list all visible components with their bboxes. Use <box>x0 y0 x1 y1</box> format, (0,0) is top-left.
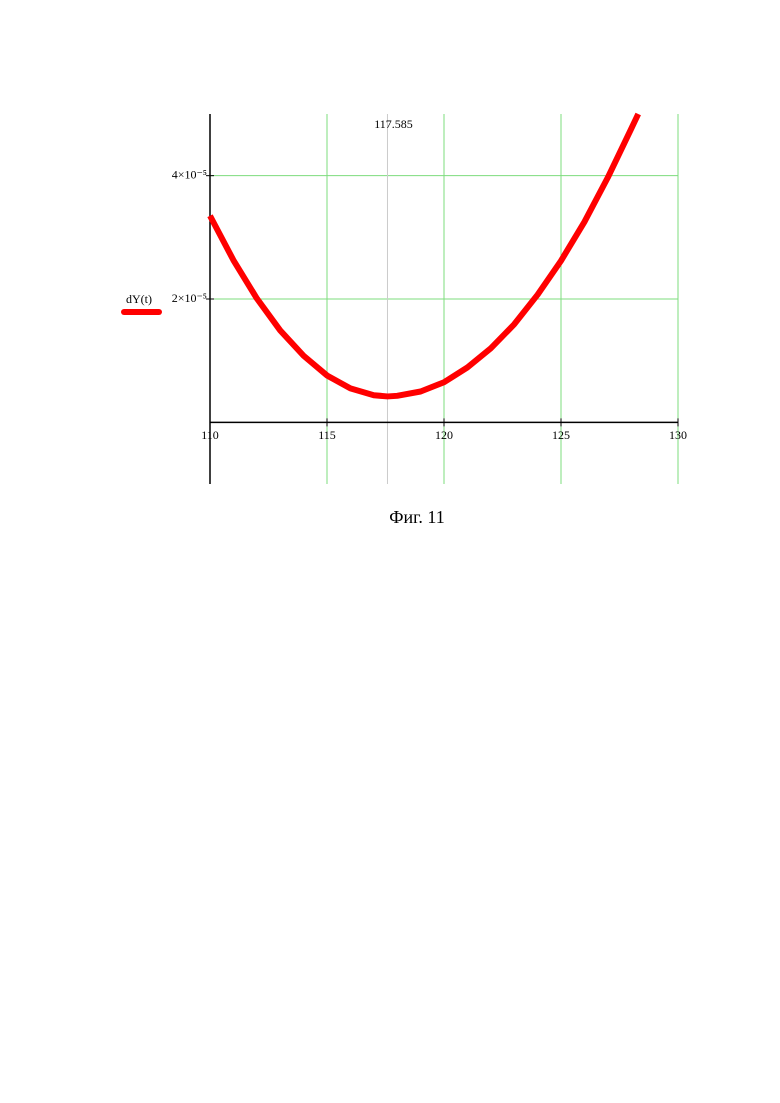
y-tick-label: 2×10⁻⁵ <box>172 291 207 305</box>
legend-label: dY(t) <box>126 292 152 306</box>
marker-label: 117.585 <box>374 117 413 131</box>
caption: Фиг. 11 <box>389 507 445 527</box>
page: Фиг. 11 1101151201251302×10⁻⁵4×10⁻⁵117.5… <box>0 0 780 1103</box>
series-line <box>210 114 638 396</box>
x-tick-label: 120 <box>435 428 453 442</box>
x-tick-label: 130 <box>669 428 687 442</box>
y-tick-label: 4×10⁻⁵ <box>172 167 207 181</box>
x-tick-label: 125 <box>552 428 570 442</box>
x-tick-label: 115 <box>318 428 336 442</box>
